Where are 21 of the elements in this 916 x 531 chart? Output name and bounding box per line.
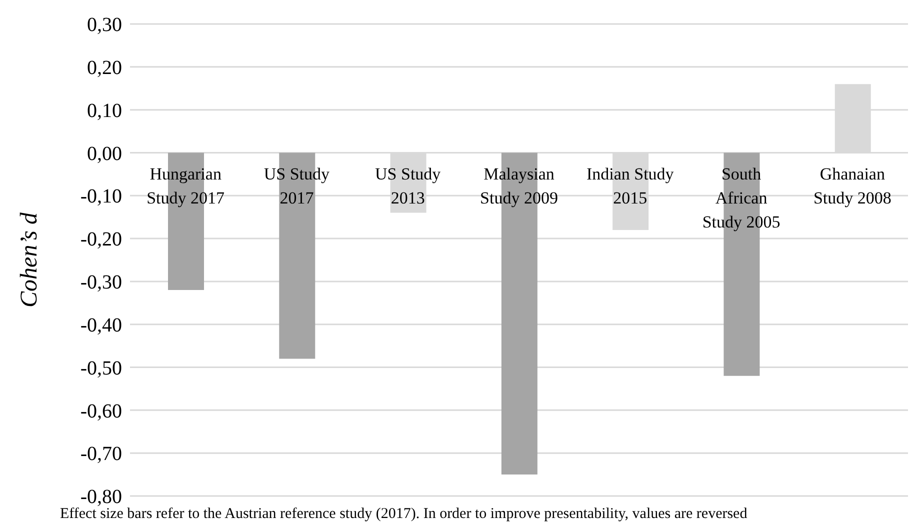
y-tick-label: 0,20 xyxy=(87,57,122,80)
y-tick-label: -0,40 xyxy=(80,314,122,336)
x-tick-label: Hungarian Study 2017 xyxy=(146,164,226,208)
x-tick-label: US Study 2013 xyxy=(375,164,442,208)
y-tick-label: 0,30 xyxy=(87,14,122,36)
y-tick-label: 0,00 xyxy=(87,142,122,165)
y-tick-label: -0,60 xyxy=(80,400,122,422)
x-tick-label: Malaysian Study 2009 xyxy=(480,164,558,208)
y-tick-label: -0,70 xyxy=(80,443,122,466)
x-tick-label: Ghanaian Study 2008 xyxy=(813,164,892,208)
y-tick-label: -0,50 xyxy=(80,357,122,380)
y-tick-label: -0,80 xyxy=(80,486,122,508)
y-tick-label: 0,10 xyxy=(87,100,122,122)
y-tick-label: -0,30 xyxy=(80,272,122,294)
x-tick-label: South African Study 2005 xyxy=(702,164,780,232)
y-axis-title: Cohen’s d xyxy=(16,212,43,308)
x-tick-label: US Study 2017 xyxy=(264,164,330,208)
x-tick-label: Indian Study 2015 xyxy=(586,164,674,208)
y-tick-label: -0,10 xyxy=(80,186,122,208)
text: Effect size bars refer to the Austrian reference study (2017). In order to improve presentability, values are reversed xyxy=(60,506,748,523)
y-tick-label: -0,20 xyxy=(80,228,122,251)
